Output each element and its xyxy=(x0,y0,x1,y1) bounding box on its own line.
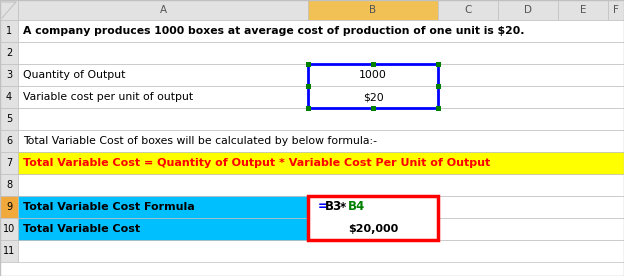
Bar xyxy=(308,64,438,108)
Text: $20,000: $20,000 xyxy=(348,224,398,234)
Bar xyxy=(498,0,558,20)
Text: C: C xyxy=(464,5,472,15)
Text: A: A xyxy=(160,5,167,15)
Text: Variable cost per unit of output: Variable cost per unit of output xyxy=(23,92,193,102)
Bar xyxy=(18,152,624,174)
Bar xyxy=(18,108,624,130)
Bar xyxy=(0,196,18,218)
Bar xyxy=(0,0,18,20)
Bar xyxy=(0,42,18,64)
Bar xyxy=(18,174,624,196)
Text: 4: 4 xyxy=(6,92,12,102)
Bar xyxy=(0,174,18,196)
Text: B4: B4 xyxy=(348,200,365,214)
Bar xyxy=(306,84,311,89)
Bar xyxy=(0,108,18,130)
Bar xyxy=(0,152,18,174)
Bar xyxy=(18,42,624,64)
Text: 1: 1 xyxy=(6,26,12,36)
Bar xyxy=(18,130,624,152)
Text: Total Variable Cost = Quantity of Output * Variable Cost Per Unit of Output: Total Variable Cost = Quantity of Output… xyxy=(23,158,490,168)
Bar xyxy=(18,64,624,86)
Text: 3: 3 xyxy=(6,70,12,80)
Text: 1000: 1000 xyxy=(359,70,387,80)
Text: *: * xyxy=(340,200,346,214)
Text: 2: 2 xyxy=(6,48,12,58)
Bar xyxy=(18,86,624,108)
Text: Total Variable Cost Formula: Total Variable Cost Formula xyxy=(23,202,195,212)
Bar xyxy=(0,240,18,262)
Text: B: B xyxy=(369,5,376,15)
Bar xyxy=(18,218,308,240)
Bar xyxy=(438,0,498,20)
Bar xyxy=(371,105,376,110)
Text: 9: 9 xyxy=(6,202,12,212)
Text: E: E xyxy=(580,5,587,15)
Bar xyxy=(308,0,438,20)
Bar xyxy=(0,64,18,86)
Bar xyxy=(0,86,18,108)
Bar xyxy=(558,0,608,20)
Bar xyxy=(306,105,311,110)
Text: D: D xyxy=(524,5,532,15)
Text: 10: 10 xyxy=(3,224,15,234)
Text: Total Variable Cost: Total Variable Cost xyxy=(23,224,140,234)
Bar xyxy=(436,62,441,67)
Bar xyxy=(436,84,441,89)
Bar xyxy=(0,20,18,42)
Bar xyxy=(18,240,624,262)
Text: Quantity of Output: Quantity of Output xyxy=(23,70,125,80)
Text: $20: $20 xyxy=(363,92,383,102)
Text: F: F xyxy=(613,5,619,15)
Text: Total Variable Cost of boxes will be calculated by below formula:-: Total Variable Cost of boxes will be cal… xyxy=(23,136,377,146)
Bar xyxy=(371,62,376,67)
Text: 7: 7 xyxy=(6,158,12,168)
Bar xyxy=(18,152,624,174)
Bar xyxy=(308,196,438,240)
Bar xyxy=(18,196,308,218)
Bar xyxy=(608,0,624,20)
Text: =: = xyxy=(318,200,328,214)
Bar xyxy=(306,62,311,67)
Bar xyxy=(436,105,441,110)
Text: 8: 8 xyxy=(6,180,12,190)
Bar xyxy=(18,0,308,20)
Bar xyxy=(308,196,438,218)
Bar xyxy=(308,218,438,240)
Bar xyxy=(18,20,624,42)
Text: 11: 11 xyxy=(3,246,15,256)
Bar xyxy=(18,218,624,240)
Bar xyxy=(0,130,18,152)
Text: A company produces 1000 boxes at average cost of production of one unit is $20.: A company produces 1000 boxes at average… xyxy=(23,26,525,36)
Text: 6: 6 xyxy=(6,136,12,146)
Text: B3: B3 xyxy=(325,200,342,214)
Bar xyxy=(18,196,624,218)
Bar xyxy=(0,218,18,240)
Text: 5: 5 xyxy=(6,114,12,124)
